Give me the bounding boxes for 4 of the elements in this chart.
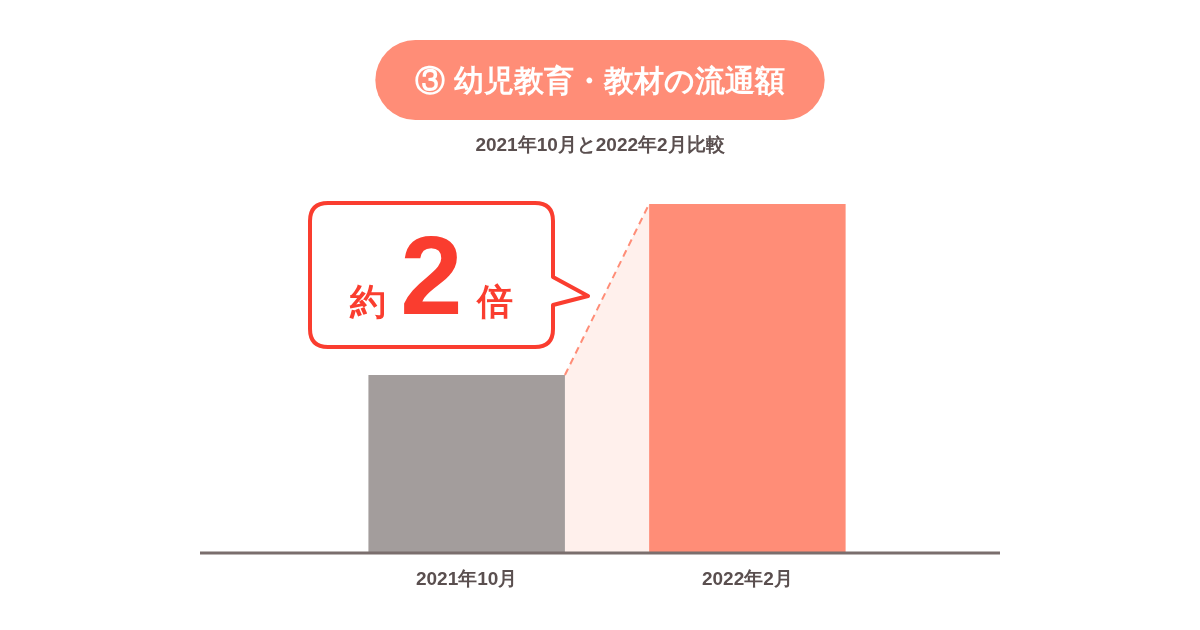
chart-title: ③ 幼児教育・教材の流通額 <box>415 64 785 97</box>
x-tick-label: 2022年2月 <box>701 568 793 589</box>
x-tick-label: 2021年10月 <box>415 568 518 589</box>
chart-subtitle: 2021年10月と2022年2月比較 <box>475 134 726 155</box>
